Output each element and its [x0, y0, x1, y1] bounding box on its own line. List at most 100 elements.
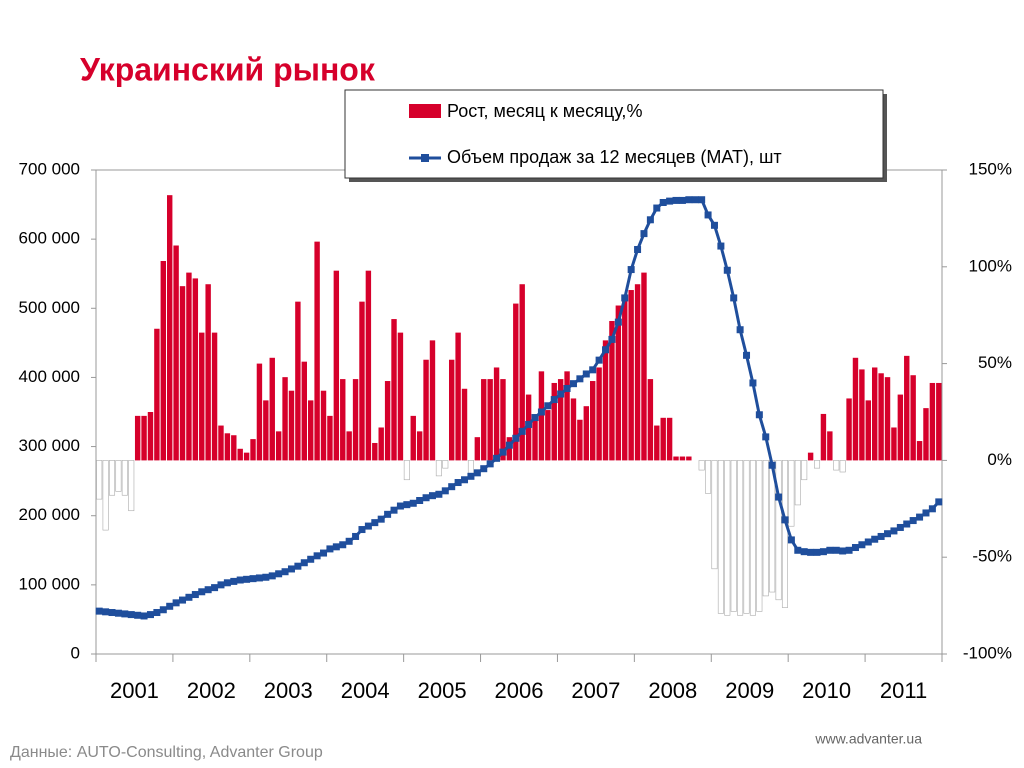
bar [243, 452, 250, 461]
line-marker [294, 562, 302, 570]
line-marker [768, 461, 776, 469]
bar [698, 460, 705, 471]
bar [199, 332, 205, 461]
bar [923, 408, 929, 461]
bar [711, 460, 718, 570]
bar [403, 460, 410, 481]
line-marker [396, 502, 404, 510]
line-marker [678, 196, 686, 204]
line-marker [198, 588, 206, 596]
x-tick-label: 2003 [264, 678, 313, 703]
x-tick-label: 2009 [725, 678, 774, 703]
line-marker [627, 266, 635, 274]
bar [820, 413, 827, 461]
line-marker [191, 591, 199, 599]
x-tick-label: 2006 [495, 678, 544, 703]
y-tick-label: 200 000 [19, 505, 80, 524]
line-marker [896, 523, 904, 531]
bar [250, 439, 256, 461]
bar [749, 460, 756, 616]
line-marker [320, 549, 328, 557]
line-marker [480, 465, 488, 473]
bar [904, 355, 910, 461]
line-marker [537, 408, 545, 416]
bar [564, 371, 570, 461]
bar [449, 359, 455, 461]
line-marker [634, 246, 642, 254]
line-marker [550, 396, 558, 404]
bar [384, 381, 391, 461]
line-marker [467, 472, 475, 480]
line-marker [262, 573, 270, 581]
bar [481, 379, 487, 461]
bar [423, 359, 429, 461]
bar [218, 425, 224, 461]
line-marker [121, 610, 129, 618]
line-marker [416, 497, 424, 505]
bar [231, 435, 237, 461]
line-marker [781, 516, 789, 524]
bar [186, 272, 192, 461]
legend-label: Объем продаж за 12 месяцев (МАТ), шт [447, 147, 782, 167]
line-marker [864, 538, 872, 546]
bar [327, 415, 333, 461]
line-marker [621, 294, 629, 302]
y2-tick-label: 100% [969, 256, 1012, 275]
line-marker [390, 506, 398, 514]
y2-tick-label: 0% [987, 450, 1012, 469]
bar [936, 382, 942, 461]
bar [167, 195, 173, 461]
line-marker [287, 565, 295, 573]
line-marker [614, 318, 622, 326]
line-marker [602, 346, 610, 354]
bar [839, 460, 846, 473]
bar [141, 415, 147, 461]
bar [859, 369, 865, 461]
x-tick-label: 2011 [880, 678, 927, 703]
line-marker [384, 510, 392, 518]
line-marker [422, 494, 430, 502]
line-marker [505, 441, 513, 449]
bar [365, 270, 372, 461]
line-marker [345, 537, 353, 545]
bar [654, 425, 660, 461]
bar [660, 417, 666, 461]
bar [263, 400, 269, 461]
y2-tick-label: 150% [969, 159, 1012, 178]
bar [352, 379, 359, 461]
legend-swatch [409, 104, 441, 118]
bar [205, 284, 211, 461]
line-marker [544, 402, 552, 410]
bar [487, 379, 493, 461]
line-marker [146, 611, 154, 619]
bar [577, 419, 583, 461]
bar [288, 390, 295, 461]
bar [794, 460, 801, 506]
x-tick-label: 2004 [341, 678, 390, 703]
line-marker [441, 487, 449, 495]
bar [519, 284, 525, 461]
bar [500, 379, 506, 461]
line-marker [736, 326, 744, 334]
line-marker [95, 607, 103, 615]
bar [788, 460, 795, 527]
bar [461, 388, 468, 461]
line-marker [428, 492, 436, 500]
line-marker [659, 198, 667, 206]
line-marker [358, 526, 366, 534]
y2-tick-label: -100% [963, 643, 1012, 662]
line-marker [832, 546, 840, 554]
bar [224, 433, 231, 461]
bar [897, 394, 904, 461]
bar [295, 301, 301, 461]
bar [397, 332, 404, 461]
bar [192, 278, 199, 461]
bar [724, 460, 731, 616]
line-marker [313, 552, 321, 560]
bar [878, 373, 884, 461]
bar [762, 460, 769, 597]
plot: 0 100 000 200 000 300 000 400 000 500 000 600 … [19, 159, 1012, 702]
line-marker [743, 351, 751, 359]
bar [634, 284, 641, 461]
line-marker [332, 543, 340, 551]
